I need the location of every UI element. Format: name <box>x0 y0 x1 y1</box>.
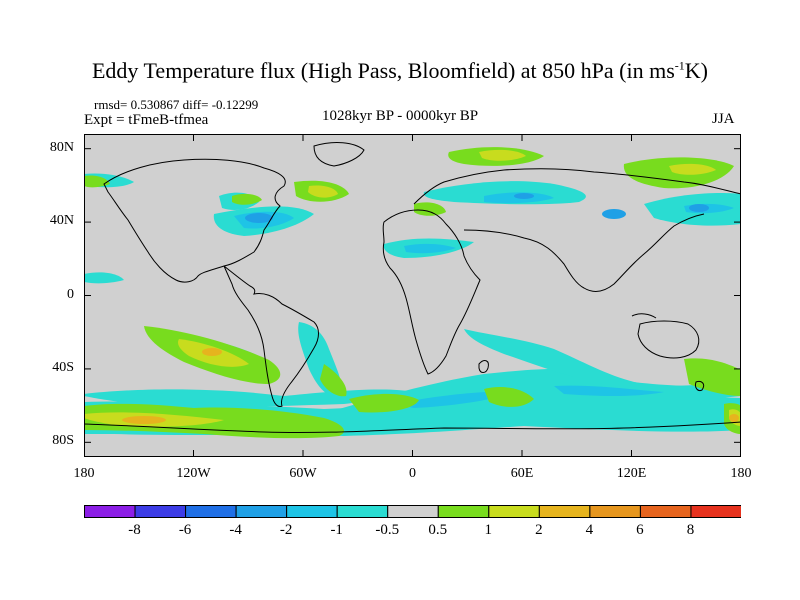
colorbar-label: -8 <box>128 522 141 538</box>
colorbar-box <box>387 505 439 518</box>
lon-label: 60W <box>289 466 317 481</box>
lon-label: 120E <box>616 466 647 481</box>
colorbar-label: 8 <box>686 522 695 538</box>
lat-label: 80S <box>52 433 74 449</box>
lat-label: 80N <box>49 139 74 155</box>
colorbar-label: -6 <box>178 522 192 538</box>
axis-ticks <box>84 134 741 457</box>
colorbar-box <box>538 505 591 518</box>
lon-label: 180 <box>73 466 95 481</box>
colorbar-box <box>639 505 692 518</box>
lon-label: 180 <box>730 466 752 481</box>
colorbar-box <box>235 505 288 518</box>
colorbar-label: 2 <box>535 522 543 538</box>
lon-label: 60E <box>510 466 534 481</box>
lat-label: 40S <box>52 359 74 375</box>
colorbar-box <box>690 505 741 518</box>
colorbar-label: -1 <box>330 522 343 538</box>
colorbar-box <box>185 505 237 518</box>
colorbar-box <box>589 505 641 518</box>
colorbar-box <box>336 505 389 518</box>
lat-label: 40N <box>49 213 74 229</box>
period-label: 1028kyr BP - 0000kyr BP <box>322 108 479 124</box>
colorbar-box <box>437 505 490 518</box>
colorbar-box <box>286 505 338 518</box>
plot-title: Eddy Temperature flux (High Pass, Bloomf… <box>91 58 708 83</box>
lon-label: 120W <box>176 466 211 481</box>
colorbar-label: 4 <box>585 522 594 538</box>
season-label: JJA <box>712 111 735 127</box>
colorbar-box <box>488 505 540 518</box>
coastlines <box>84 142 741 434</box>
colorbar-label: 0.5 <box>428 522 448 538</box>
flux-map <box>84 134 741 457</box>
colorbar-box <box>134 505 187 518</box>
very-strong-positive-cores <box>122 348 739 424</box>
experiment-label: Expt = tFmeB-tfmea <box>84 112 209 128</box>
lat-label: 0 <box>67 286 74 302</box>
colorbar <box>84 505 741 518</box>
lon-label: 0 <box>409 466 416 481</box>
colorbar-box <box>84 505 136 518</box>
colorbar-label: -0.5 <box>375 522 400 538</box>
rmsd-diff-text: rmsd= 0.530867 diff= -0.12299 <box>94 97 259 112</box>
colorbar-label: 1 <box>484 522 493 538</box>
colorbar-label: -4 <box>229 522 242 538</box>
colorbar-label: 6 <box>636 522 644 538</box>
colorbar-label: -2 <box>279 522 293 538</box>
